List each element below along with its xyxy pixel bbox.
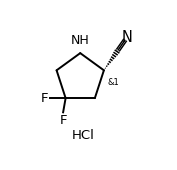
Text: &1: &1: [107, 78, 119, 87]
Text: F: F: [41, 92, 48, 105]
Text: F: F: [59, 114, 67, 127]
Text: NH: NH: [71, 34, 90, 47]
Text: N: N: [122, 30, 133, 45]
Text: HCl: HCl: [72, 129, 94, 142]
